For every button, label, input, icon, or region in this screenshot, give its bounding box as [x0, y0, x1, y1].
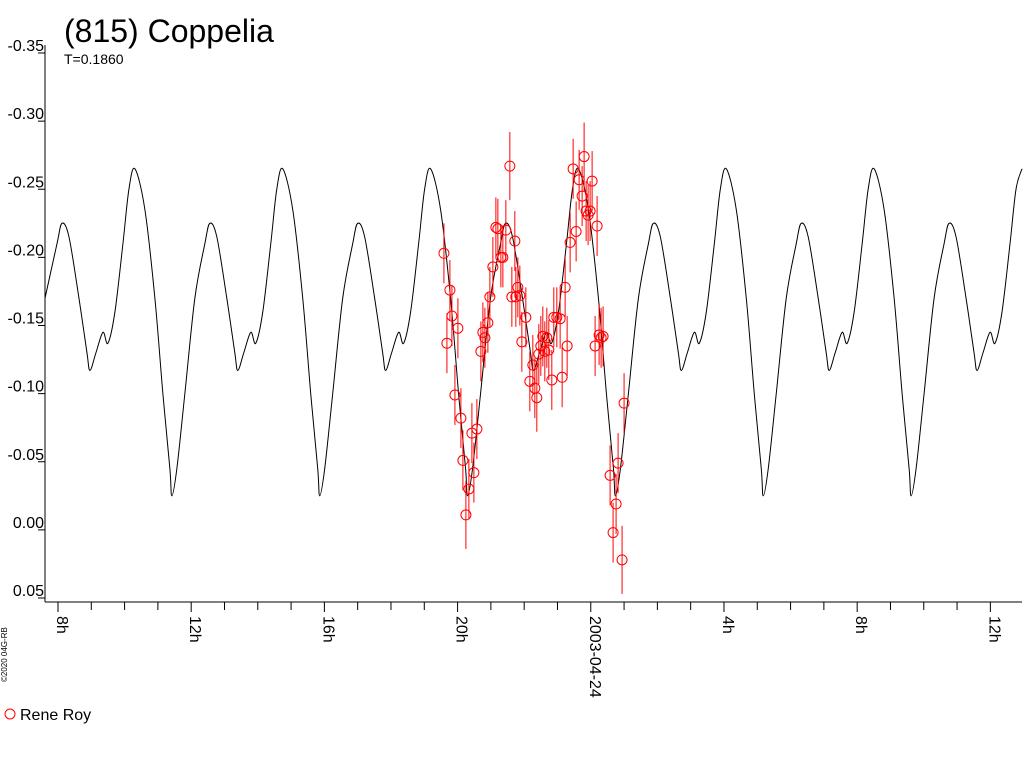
y-tick-label: -0.15	[8, 311, 45, 328]
data-point	[610, 498, 622, 510]
data-point	[452, 322, 464, 334]
x-tick-label: 4h	[719, 616, 736, 634]
data-point	[516, 336, 528, 348]
data-point	[531, 392, 543, 404]
data-point	[484, 291, 496, 303]
data-point	[497, 251, 509, 263]
data-point	[527, 359, 539, 371]
y-tick-label: -0.20	[8, 242, 45, 259]
data-point	[618, 397, 630, 409]
data-point	[616, 554, 628, 566]
x-tick-label: 20h	[453, 616, 470, 643]
data-point	[512, 281, 524, 293]
data-point	[475, 345, 487, 357]
data-point	[561, 340, 573, 352]
data-point	[504, 160, 516, 172]
y-tick-label: -0.25	[8, 174, 45, 191]
data-point	[460, 509, 472, 521]
data-point	[457, 454, 469, 466]
legend-label: Rene Roy	[20, 707, 91, 724]
y-tick-label: 0.05	[13, 583, 44, 600]
x-tick-label: 2003-04-24	[586, 616, 603, 698]
data-point	[514, 290, 526, 302]
legend-marker	[4, 708, 16, 720]
data-point	[482, 317, 494, 329]
x-tick-label: 16h	[319, 616, 336, 643]
x-tick-label: 8h	[852, 616, 869, 634]
data-point	[595, 332, 607, 344]
data-point	[500, 224, 512, 236]
data-point	[597, 330, 609, 342]
data-point	[576, 190, 588, 202]
data-point	[567, 163, 579, 175]
credit: ©2020 04G-RB	[0, 627, 9, 682]
data-point	[533, 348, 545, 360]
data-point	[471, 423, 483, 435]
chart-title: (815) Coppelia	[64, 13, 274, 49]
model-curve	[44, 167, 1023, 497]
y-tick-label: -0.30	[8, 106, 45, 123]
data-point	[541, 332, 553, 344]
data-point	[548, 311, 560, 323]
data-point	[455, 412, 467, 424]
data-point	[570, 225, 582, 237]
chart-subtitle: T=0.1860	[64, 51, 124, 67]
data-point	[554, 313, 566, 325]
data-point	[604, 469, 616, 481]
data-point	[506, 291, 518, 303]
data-point	[578, 151, 590, 163]
data-point	[564, 236, 576, 248]
data-point	[591, 220, 603, 232]
data-point	[584, 205, 596, 217]
data-point	[546, 374, 558, 386]
data-point	[556, 371, 568, 383]
data-point	[509, 235, 521, 247]
x-tick-label: 12h	[985, 616, 1002, 643]
data-point	[446, 310, 458, 322]
data-point	[586, 175, 598, 187]
y-tick-label: -0.35	[8, 38, 45, 55]
data-point	[449, 389, 461, 401]
data-point	[487, 261, 499, 273]
y-tick-label: -0.10	[8, 379, 45, 396]
data-point	[589, 340, 601, 352]
x-tick-label: 12h	[186, 616, 203, 643]
data-point	[559, 281, 571, 293]
data-point	[444, 284, 456, 296]
y-tick-label: 0.00	[13, 515, 44, 532]
data-point	[438, 247, 450, 259]
data-point	[520, 311, 532, 323]
data-point	[479, 332, 491, 344]
y-tick-label: -0.05	[8, 447, 45, 464]
data-point	[468, 467, 480, 479]
data-point	[607, 527, 619, 539]
data-point	[543, 344, 555, 356]
data-point	[612, 457, 624, 469]
x-tick-label: 8h	[53, 616, 70, 634]
